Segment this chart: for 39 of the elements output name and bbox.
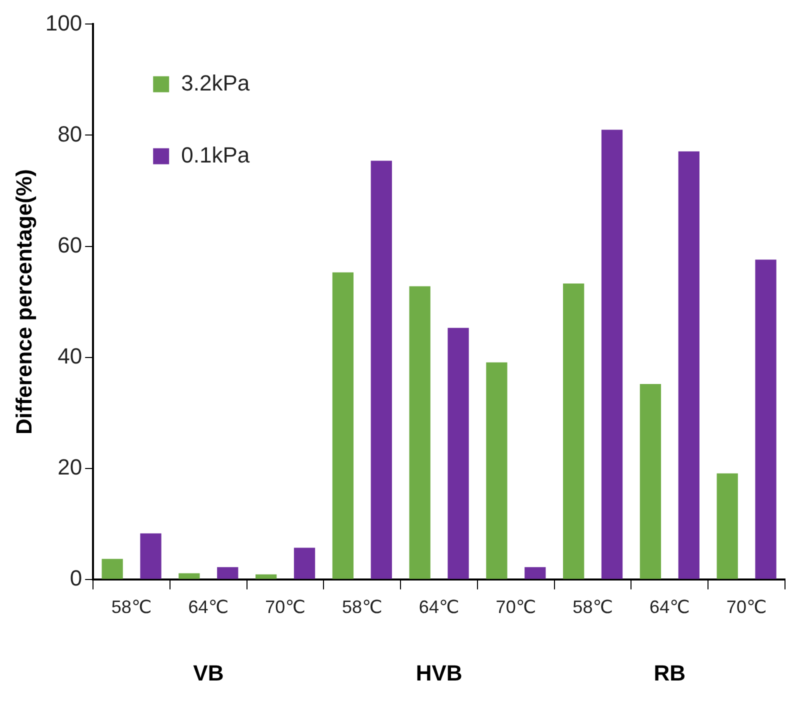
- bar: [601, 130, 623, 579]
- x-tick-label: 70℃: [726, 597, 767, 618]
- bar: [716, 473, 738, 579]
- y-tick-label: 0: [70, 565, 82, 590]
- y-tick-label: 80: [58, 121, 82, 146]
- x-tick-label: 70℃: [265, 597, 306, 618]
- x-tick-label: 64℃: [188, 597, 229, 618]
- legend-label: 3.2kPa: [181, 70, 250, 96]
- y-tick-label: 20: [58, 454, 82, 480]
- x-tick-label: 64℃: [418, 597, 460, 618]
- bar: [563, 283, 584, 579]
- bar: [486, 362, 508, 579]
- bar: [755, 260, 776, 579]
- y-axis-title: Difference percentage(%): [11, 169, 36, 434]
- x-tick-label: 70℃: [496, 597, 536, 618]
- legend-label: 0.1kPa: [181, 142, 250, 168]
- x-tick-label: 58℃: [111, 597, 152, 618]
- x-tick-label: 64℃: [650, 597, 690, 618]
- bar: [370, 160, 392, 579]
- bar: [640, 384, 662, 579]
- y-tick-label: 60: [58, 232, 82, 258]
- bar: [140, 533, 162, 579]
- y-tick-label: 40: [58, 343, 82, 368]
- bar: [294, 548, 316, 579]
- y-tick-label: 100: [45, 10, 82, 36]
- bar: [524, 567, 546, 579]
- text: RB: [654, 660, 686, 686]
- text: VB: [193, 660, 224, 686]
- bar: [217, 567, 238, 579]
- x-tick-label: 58℃: [342, 597, 382, 618]
- text: HVB: [416, 660, 462, 686]
- x-tick-label: 58℃: [572, 597, 613, 618]
- bar: [448, 328, 469, 579]
- bar: [409, 286, 430, 579]
- bar: [178, 573, 200, 579]
- bar: [332, 272, 354, 579]
- bar: [102, 558, 123, 579]
- bar: [678, 151, 700, 579]
- bar: [256, 574, 277, 579]
